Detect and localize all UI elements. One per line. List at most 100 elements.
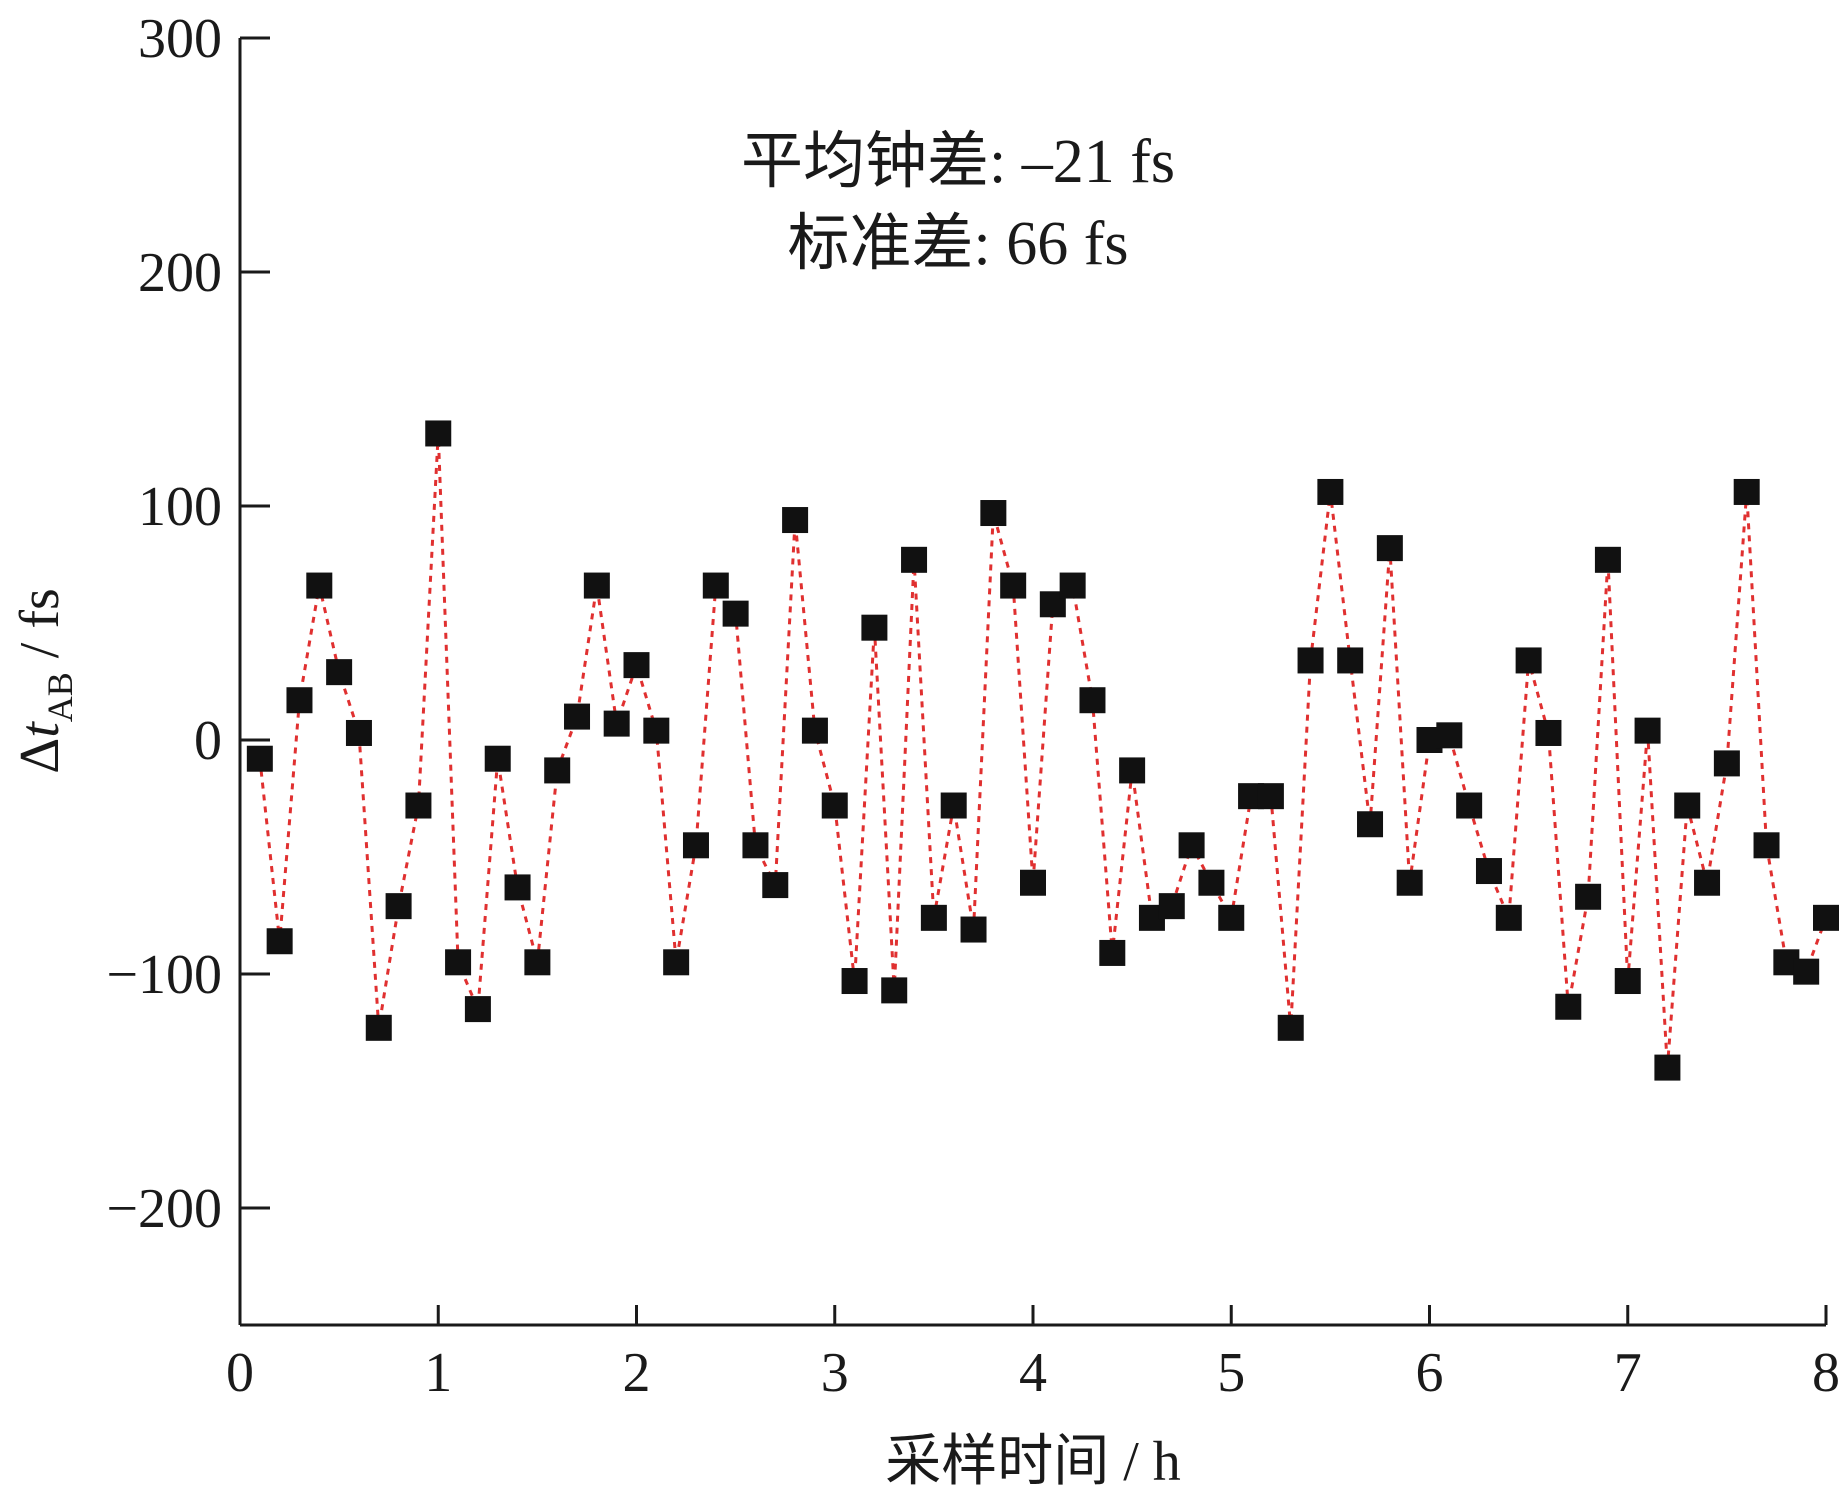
data-point <box>1515 647 1542 674</box>
y-axis-title-sub: AB <box>40 672 80 722</box>
data-point <box>1376 535 1403 562</box>
data-point <box>425 420 452 447</box>
data-point <box>1654 1054 1681 1081</box>
data-point <box>405 792 432 819</box>
x-tick-label: 5 <box>1217 1342 1245 1404</box>
data-point <box>1614 968 1641 995</box>
data-point <box>246 745 273 772</box>
data-point <box>1535 719 1562 746</box>
x-tick-label: 3 <box>821 1342 849 1404</box>
data-point <box>1674 792 1701 819</box>
data-point <box>980 500 1007 527</box>
data-point <box>1713 750 1740 777</box>
data-point <box>1813 904 1839 931</box>
data-point <box>385 893 412 920</box>
data-point <box>1119 757 1146 784</box>
data-point <box>643 717 670 744</box>
data-point <box>1000 572 1027 599</box>
data-point <box>1079 687 1106 714</box>
data-point <box>1257 783 1284 810</box>
data-point <box>603 710 630 737</box>
data-point <box>1337 647 1364 674</box>
y-tick-label: −200 <box>106 1178 222 1240</box>
data-point <box>484 745 511 772</box>
x-axis-title: 采样时间 / h <box>885 1431 1181 1493</box>
x-ticks: 0 1 2 3 4 5 6 7 8 <box>226 1305 1840 1404</box>
data-point <box>1059 572 1086 599</box>
y-tick-label: −100 <box>106 944 222 1006</box>
data-point <box>1297 647 1324 674</box>
x-tick-label: 8 <box>1812 1342 1840 1404</box>
data-point <box>702 572 729 599</box>
data-point <box>1694 869 1721 896</box>
data-point <box>940 792 967 819</box>
data-point <box>1158 893 1185 920</box>
data-point <box>861 614 888 641</box>
data-point <box>286 687 313 714</box>
data-point <box>1793 958 1820 985</box>
data-point <box>821 792 848 819</box>
data-point <box>1099 939 1126 966</box>
y-axis-title-var: t <box>9 721 71 738</box>
data-point <box>345 719 372 746</box>
data-point <box>901 546 928 573</box>
x-tick-label: 6 <box>1416 1342 1444 1404</box>
x-tick-label: 1 <box>424 1342 452 1404</box>
data-point <box>762 872 789 899</box>
data-point <box>524 949 551 976</box>
data-point <box>464 996 491 1023</box>
data-point <box>782 507 809 534</box>
y-axis-title-unit: / fs <box>9 588 71 672</box>
data-point <box>1218 904 1245 931</box>
data-point <box>742 832 769 859</box>
data-point <box>1575 883 1602 910</box>
data-point <box>1733 478 1760 505</box>
data-point <box>1456 792 1483 819</box>
y-ticks: −200 −100 0 100 200 300 <box>106 8 270 1240</box>
data-point <box>623 652 650 679</box>
y-axis-title-prefix: Δ <box>9 738 71 774</box>
data-point <box>544 757 571 784</box>
data-point <box>1475 858 1502 885</box>
data-point <box>920 904 947 931</box>
y-axis-title: ΔtAB / fs <box>9 588 80 774</box>
y-tick-label: 300 <box>138 8 222 70</box>
data-point <box>365 1014 392 1041</box>
data-point <box>841 968 868 995</box>
data-point <box>564 703 591 730</box>
data-point <box>1594 546 1621 573</box>
data-point <box>960 916 987 943</box>
data-point <box>663 949 690 976</box>
data-point <box>682 832 709 859</box>
data-point <box>722 600 749 627</box>
data-point <box>881 977 908 1004</box>
data-point <box>1634 717 1661 744</box>
data-point <box>1555 993 1582 1020</box>
data-point <box>1357 811 1384 838</box>
data-point <box>445 949 472 976</box>
data-point <box>326 659 353 686</box>
data-point <box>1020 869 1046 896</box>
y-tick-label: 100 <box>138 476 222 538</box>
data-point <box>1495 904 1522 931</box>
data-point <box>1178 832 1205 859</box>
markers <box>246 420 1839 1081</box>
annotation-std: 标准差: 66 fs <box>787 210 1128 278</box>
data-point <box>504 874 531 901</box>
x-tick-label: 4 <box>1019 1342 1047 1404</box>
data-point <box>801 717 828 744</box>
data-point <box>1396 869 1423 896</box>
data-point <box>1753 832 1780 859</box>
data-point <box>1198 869 1225 896</box>
data-point <box>306 572 333 599</box>
y-tick-label: 0 <box>194 710 222 772</box>
x-tick-label: 0 <box>226 1342 254 1404</box>
data-point <box>1317 478 1344 505</box>
data-point <box>583 572 610 599</box>
data-point <box>1277 1014 1304 1041</box>
x-tick-label: 2 <box>623 1342 651 1404</box>
data-point <box>1436 722 1463 749</box>
x-tick-label: 7 <box>1614 1342 1642 1404</box>
data-point <box>266 928 293 955</box>
